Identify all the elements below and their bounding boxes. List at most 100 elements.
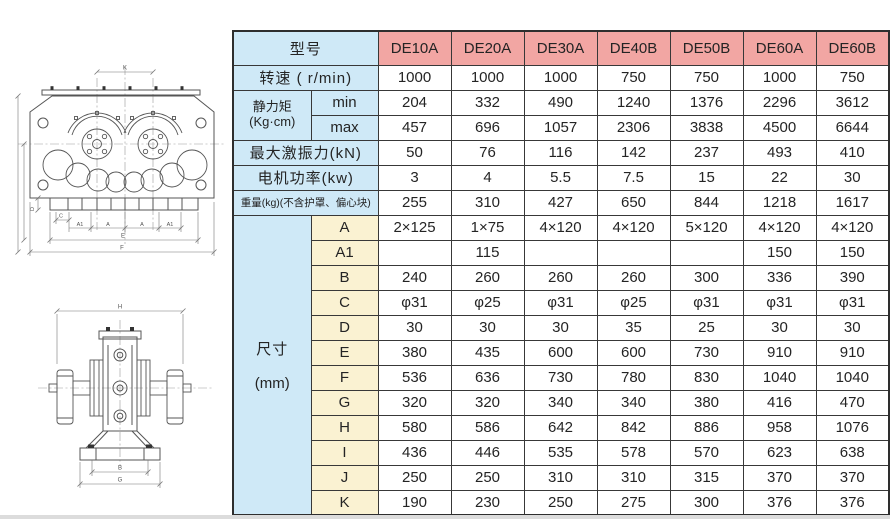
dim-value-cell: φ31 [742,289,817,316]
static-moment-min-cell: 1240 [596,89,671,116]
static-moment-max-cell: 2306 [596,114,671,141]
table-row: 尺寸 (mm) A 2×125 1×75 4×120 4×120 5×120 4×120 4×12… [232,214,890,516]
table-row: 型号 DE10A DE20A DE30A DE40B DE50B DE60A DE60B [232,30,890,66]
table-row: 静力矩 (Kg·cm) min 204 332 490 1240 1376 2296 3612 [232,89,890,141]
side-shaft-assemblies [48,359,192,425]
dim-value-cell: 300 [669,489,744,516]
dim-value-cell: 416 [742,389,817,416]
dimension-lines [54,308,186,488]
dim-value-cell: 730 [523,364,598,391]
dim-name-cell: J [310,464,379,491]
dim-value-cell: 320 [377,389,452,416]
weight-value-cell: 427 [523,189,598,216]
dim-value-cell: 535 [523,439,598,466]
dim-label-a1-right: A1 [167,222,174,228]
dim-value-cell: 376 [815,489,890,516]
dim-value-cell: 780 [596,364,671,391]
dim-value-cell: 600 [523,339,598,366]
dim-value-cell: 1040 [815,364,890,391]
dim-value-cell: 35 [596,314,671,341]
motor-power-value-cell: 3 [377,164,452,191]
static-moment-max-cell: 1057 [523,114,598,141]
dim-name-cell: G [310,389,379,416]
weight-value-cell: 1218 [742,189,817,216]
dim-value-cell: 340 [523,389,598,416]
dim-value-cell: 190 [377,489,452,516]
table-row: A1 115 150 150 [233,239,890,266]
motor-power-value-cell: 22 [742,164,817,191]
page-bottom-shadow [0,515,890,519]
min-label-cell: min [310,89,379,116]
dim-value-cell: 470 [815,389,890,416]
dim-value-cell: 436 [377,439,452,466]
dim-value-cell: 230 [450,489,525,516]
dim-value-cell: 240 [377,264,452,291]
dim-label-k: K [123,66,127,72]
dim-value-cell: 370 [815,464,890,491]
dim-value-cell: 250 [450,464,525,491]
dim-value-cell: 310 [596,464,671,491]
spec-table: 型号 DE10A DE20A DE30A DE40B DE50B DE60A DE60B 转速 … [232,30,890,516]
dim-value-cell: 4×120 [523,214,598,241]
motor-power-value-cell: 5.5 [523,164,598,191]
dim-label-a1-left: A1 [77,222,84,228]
static-moment-max-cell: 457 [377,114,452,141]
dim-value-cell: 435 [450,339,525,366]
motor-power-value-cell: 4 [450,164,525,191]
static-moment-max-cell: 3838 [669,114,744,141]
dim-value-cell: 30 [742,314,817,341]
dim-value-cell: 260 [450,264,525,291]
dim-name-cell: C [310,289,379,316]
model-header-cell: DE60B [815,30,890,66]
dim-value-cell: 25 [669,314,744,341]
dim-name-cell: E [310,339,379,366]
dim-value-cell: 623 [742,439,817,466]
static-moment-max-cell: 6644 [815,114,890,141]
weight-value-cell: 310 [450,189,525,216]
table-row: G 320 320 340 340 380 416 470 [233,389,890,416]
static-moment-label-cell: 静力矩 (Kg·cm) [232,89,312,141]
weight-value-cell: 1617 [815,189,890,216]
dim-name-cell: H [310,414,379,441]
dim-value-cell [523,239,598,266]
dim-value-cell: 638 [815,439,890,466]
dim-value-cell: 958 [742,414,817,441]
max-force-value-cell: 142 [596,139,671,166]
dim-value-cell: φ31 [377,289,452,316]
dim-value-cell: 300 [669,264,744,291]
centerlines [18,66,224,244]
dim-value-cell: 115 [450,239,525,266]
table-row: max 457 696 1057 2306 3838 4500 6644 [233,114,890,141]
dimension-lines [15,69,217,256]
rail-bolts [50,86,184,90]
dim-label-a-left: A [106,222,110,228]
max-force-value-cell: 50 [377,139,452,166]
static-moment-min-cell: 332 [450,89,525,116]
dim-value-cell [596,239,671,266]
dim-value-cell: 376 [742,489,817,516]
max-force-value-cell: 410 [815,139,890,166]
dim-value-cell: 730 [669,339,744,366]
weight-value-cell: 650 [596,189,671,216]
dim-value-cell: 886 [669,414,744,441]
motor-power-value-cell: 30 [815,164,890,191]
max-force-value-cell: 116 [523,139,598,166]
weight-label-cell: 重量(kg)(不含护罩、偏心块) [232,189,379,216]
dim-value-cell: 4×120 [815,214,890,241]
dim-value-cell: 380 [669,389,744,416]
dim-label-d: D [30,207,36,211]
dim-value-cell: φ31 [669,289,744,316]
dim-value-cell: 4×120 [596,214,671,241]
weight-value-cell: 255 [377,189,452,216]
dim-value-cell [377,239,452,266]
dim-value-cell: 842 [596,414,671,441]
dim-value-cell: 315 [669,464,744,491]
static-moment-min-cell: 490 [523,89,598,116]
speed-value-cell: 750 [596,64,671,91]
side-view-drawing: H B G [38,305,212,488]
model-header-cell: DE50B [669,30,744,66]
dim-value-cell: 586 [450,414,525,441]
dimension-labels: K C A1 A A A1 E F D [30,66,173,252]
static-moment-min-cell: 3612 [815,89,890,116]
static-moment-max-cell: 696 [450,114,525,141]
